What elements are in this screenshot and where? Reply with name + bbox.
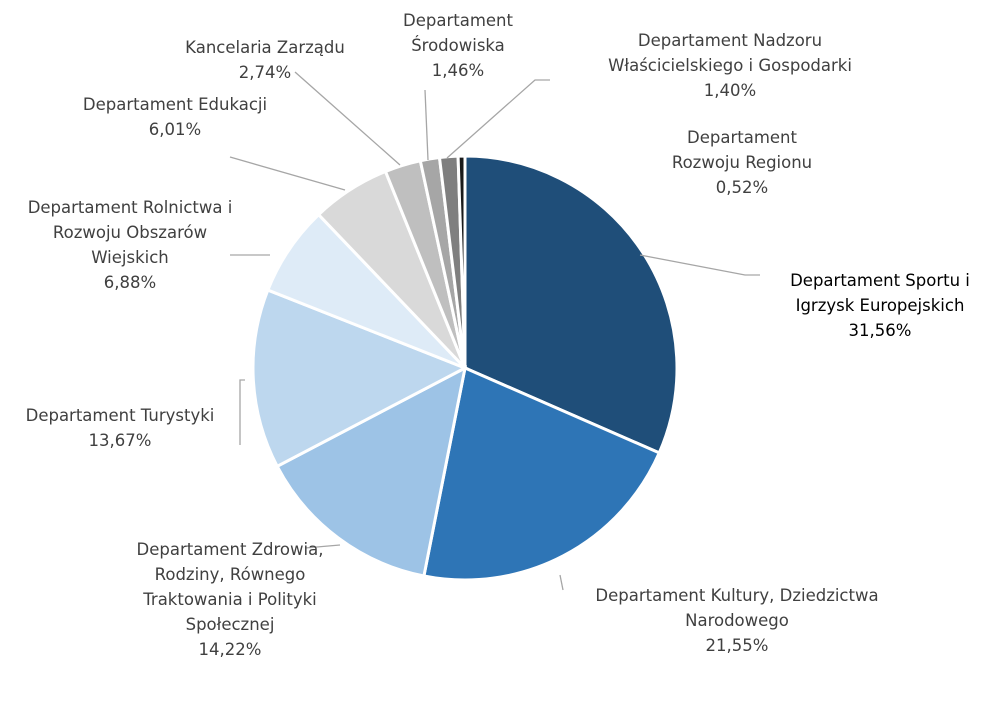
pie-slice bbox=[275, 365, 468, 578]
data-label: Departament Zdrowia, Rodziny, Równego Tr… bbox=[135, 537, 325, 662]
leader-line bbox=[424, 89, 429, 161]
data-label: Departament Nadzoru Właścicielskiego i G… bbox=[580, 28, 880, 103]
category-label: Departament Rolnictwa i Rozwoju Obszarów… bbox=[27, 198, 233, 267]
value-label: 14,22% bbox=[198, 640, 262, 659]
leader-line bbox=[239, 379, 245, 445]
leader-line bbox=[294, 71, 401, 166]
pie-slice bbox=[456, 154, 467, 369]
pie-slice bbox=[422, 365, 662, 582]
category-label: Kancelaria Zarządu bbox=[185, 38, 345, 57]
data-label: Kancelaria Zarządu 2,74% bbox=[155, 35, 375, 85]
value-label: 21,55% bbox=[705, 636, 769, 655]
leader-line bbox=[559, 574, 564, 591]
value-label: 13,67% bbox=[88, 431, 152, 450]
data-label: Departament Środowiska 1,46% bbox=[383, 8, 533, 83]
category-label: Departament Zdrowia, Rodziny, Równego Tr… bbox=[136, 540, 324, 634]
pie-slice bbox=[251, 288, 469, 469]
leader-line bbox=[639, 254, 760, 276]
value-label: 0,52% bbox=[715, 178, 769, 197]
category-label: Departament Turystyki bbox=[25, 406, 215, 425]
data-label: Departament Rozwoju Regionu 0,52% bbox=[657, 125, 827, 200]
value-label: 6,88% bbox=[103, 273, 157, 292]
category-label: Departament Nadzoru Właścicielskiego i G… bbox=[608, 31, 852, 75]
leader-line bbox=[304, 544, 341, 549]
value-label: 2,74% bbox=[238, 63, 292, 82]
data-label: Departament Kultury, Dziedzictwa Narodow… bbox=[557, 583, 917, 658]
value-label: 1,46% bbox=[431, 61, 485, 80]
data-label: Departament Rolnictwa i Rozwoju Obszarów… bbox=[20, 195, 240, 295]
data-label: Departament Turystyki 13,67% bbox=[0, 403, 240, 453]
value-label: 31,56% bbox=[848, 321, 912, 340]
category-label: Departament Środowiska bbox=[403, 11, 513, 55]
category-label: Departament Edukacji bbox=[82, 95, 268, 114]
category-label: Departament Sportu i Igrzysk Europejskic… bbox=[790, 271, 970, 315]
leader-line bbox=[446, 79, 550, 159]
leader-line bbox=[229, 156, 346, 191]
pie-slice bbox=[463, 154, 679, 455]
data-label: Departament Sportu i Igrzysk Europejskic… bbox=[760, 268, 1000, 343]
category-label: Departament Kultury, Dziedzictwa Narodow… bbox=[595, 586, 879, 630]
value-label: 1,40% bbox=[703, 81, 757, 100]
value-label: 6,01% bbox=[148, 120, 202, 139]
data-label: Departament Edukacji 6,01% bbox=[50, 92, 300, 142]
category-label: Departament Rozwoju Regionu bbox=[671, 128, 813, 172]
